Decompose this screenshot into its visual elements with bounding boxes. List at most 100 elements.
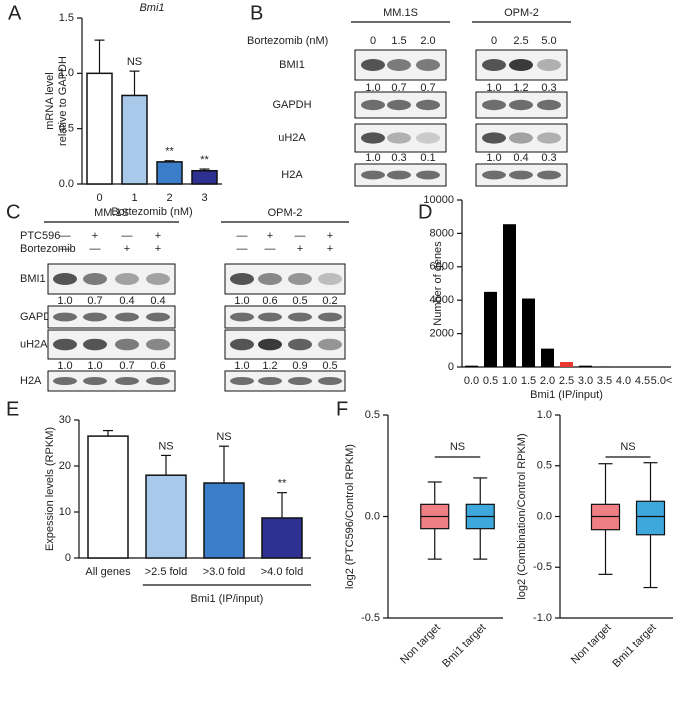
y-tick-label: 8000: [430, 227, 454, 239]
x-tick-label: >4.0 fold: [261, 566, 304, 578]
treatment-value: —: [122, 230, 133, 242]
y-tick-label: 30: [59, 414, 71, 426]
quantification: 1.0: [365, 152, 380, 164]
blot-band: [416, 170, 440, 180]
blot-band: [83, 377, 107, 385]
y-tick-label: 10000: [423, 194, 454, 206]
treatment-value: 0: [370, 35, 376, 47]
quantification: 0.6: [262, 295, 277, 307]
quantification: 0.4: [119, 295, 134, 307]
x-tick-label: 1: [131, 192, 137, 204]
bar: [156, 161, 183, 185]
blot-band: [318, 273, 342, 285]
blot-band: [416, 99, 440, 111]
blot-band: [509, 132, 533, 144]
quantification: 0.3: [391, 152, 406, 164]
blot-band: [482, 170, 506, 180]
protein-label: uH2A: [20, 338, 48, 350]
blot-band: [230, 377, 254, 385]
treatment-label: Bortezomib: [20, 243, 76, 255]
treatment-value: —: [60, 230, 71, 242]
y-tick-label: 0: [65, 552, 71, 564]
x-tick-label: Non target: [569, 622, 614, 667]
quantification: 1.0: [234, 295, 249, 307]
blot-band: [387, 99, 411, 111]
significance-label: **: [278, 478, 287, 490]
significance-label: NS: [158, 440, 173, 452]
y-tick-label: 0.0: [537, 510, 552, 522]
quantification: 0.5: [322, 360, 337, 372]
y-axis-label: mRNA level: [44, 72, 56, 129]
significance-label: **: [165, 146, 174, 158]
treatment-value: —: [295, 230, 306, 242]
y-tick-label: 0.5: [365, 409, 380, 421]
panel-label: E: [6, 398, 19, 420]
x-tick-label: >2.5 fold: [145, 566, 188, 578]
blot-band: [53, 312, 77, 322]
blot-band: [115, 377, 139, 385]
treatment-value: +: [267, 230, 273, 242]
blot-band: [258, 338, 282, 351]
group-label: Bmi1 (IP/input): [191, 593, 264, 605]
quantification: 1.0: [234, 360, 249, 372]
x-axis-label: Bmi1 (IP/input): [530, 389, 603, 401]
x-tick-label: 2.0: [540, 375, 555, 387]
blot-band: [83, 273, 107, 285]
treatment-value: —: [237, 230, 248, 242]
x-tick-label: 1.0: [502, 375, 517, 387]
y-tick-label: -0.5: [533, 561, 552, 573]
x-tick-label: Non target: [398, 622, 443, 667]
quantification: 0.4: [513, 152, 528, 164]
protein-label: GAPDH: [272, 99, 311, 111]
x-tick-label: 3: [201, 192, 207, 204]
blot-band: [482, 99, 506, 111]
x-tick-label: 0.5: [483, 375, 498, 387]
significance-label: NS: [450, 441, 465, 453]
y-tick-label: 1.0: [59, 67, 74, 79]
quantification: 0.9: [292, 360, 307, 372]
blot-band: [115, 273, 139, 285]
blot-band: [288, 377, 312, 385]
y-tick-label: 10: [59, 506, 71, 518]
bar: [503, 224, 516, 367]
quantification: 0.7: [420, 82, 435, 94]
blot-band: [258, 273, 282, 285]
blot-band: [318, 338, 342, 351]
blot-band: [53, 338, 77, 351]
bar: [121, 94, 148, 185]
y-tick-label: 0: [448, 361, 454, 373]
y-axis-label: log2 (PTC596/Control RPKM): [344, 444, 356, 589]
significance-label: NS: [620, 441, 635, 453]
panel-label: F: [336, 398, 348, 420]
protein-label: H2A: [281, 169, 303, 181]
x-tick-label: 4.5: [635, 375, 650, 387]
y-tick-label: -1.0: [533, 612, 552, 624]
blot-band: [537, 132, 561, 144]
blot-band: [288, 273, 312, 285]
cell-line-label: MM.1S: [94, 207, 129, 219]
blot-band: [509, 99, 533, 111]
quantification: 1.2: [513, 82, 528, 94]
quantification: 1.0: [486, 152, 501, 164]
treatment-value: 2.0: [420, 35, 435, 47]
blot-band: [416, 132, 440, 144]
blot-band: [537, 99, 561, 111]
treatment-value: —: [60, 243, 71, 255]
treatment-value: 1.5: [391, 35, 406, 47]
significance-label: NS: [216, 431, 231, 443]
box: [635, 500, 666, 536]
x-axis-label: Bortezomib (nM): [111, 206, 192, 218]
bar: [87, 435, 129, 559]
treatment-label: PTC596: [20, 230, 60, 242]
quantification: 0.7: [119, 360, 134, 372]
y-tick-label: 1.5: [59, 12, 74, 24]
treatment-value: —: [265, 243, 276, 255]
blot-band: [53, 273, 77, 285]
blot-band: [258, 377, 282, 385]
x-tick-label: 2.5: [559, 375, 574, 387]
blot-band: [509, 59, 533, 71]
treatment-value: —: [237, 243, 248, 255]
significance-label: NS: [127, 56, 142, 68]
treatment-value: —: [90, 243, 101, 255]
x-tick-label: >3.0 fold: [203, 566, 246, 578]
